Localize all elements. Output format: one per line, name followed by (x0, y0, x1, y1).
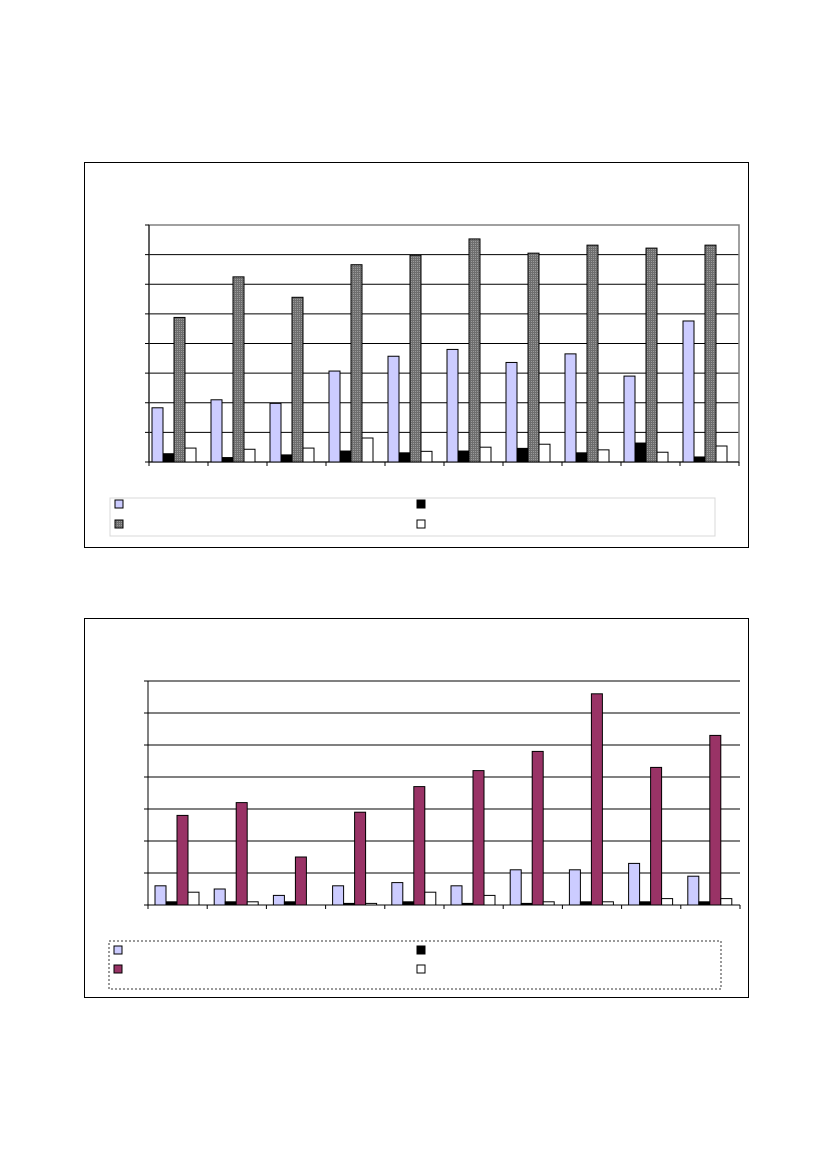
bar-series-2-category-10 (693, 456, 706, 463)
bar-series-4-category-7 (542, 901, 555, 906)
bar-series-4-category-4 (365, 902, 378, 906)
bar-series-4-category-10 (720, 898, 733, 906)
bar-series-3-category-5 (413, 786, 426, 906)
bar-series-2-category-1 (165, 901, 178, 906)
bar-series-2-category-4 (343, 902, 356, 906)
bar-series-2-category-8 (579, 901, 592, 906)
bar-series-1-category-1 (151, 407, 164, 463)
bar-series-3-category-3 (291, 296, 304, 463)
bar-series-4-category-2 (243, 448, 256, 463)
bar-series-1-category-3 (269, 402, 282, 463)
bar-series-1-category-9 (623, 375, 636, 463)
bar-series-3-category-4 (350, 264, 363, 463)
bar-series-1-category-6 (446, 348, 459, 463)
bar-series-1-category-5 (387, 355, 400, 463)
bar-series-2-category-5 (402, 901, 415, 906)
bar-series-3-category-10 (709, 734, 722, 906)
chart-panel-2 (84, 618, 749, 998)
bar-chart-1 (109, 224, 740, 537)
bar-series-1-category-2 (210, 399, 223, 463)
bar-series-4-category-9 (656, 451, 669, 463)
bar-series-1-category-6 (450, 885, 463, 906)
bar-series-3-category-10 (704, 244, 717, 463)
bar-series-2-category-9 (634, 442, 647, 463)
bar-series-4-category-4 (361, 437, 374, 463)
bar-series-3-category-7 (527, 252, 540, 463)
bar-series-1-category-3 (272, 894, 285, 906)
bar-series-1-category-4 (328, 370, 341, 463)
bar-series-4-category-10 (715, 445, 728, 463)
bar-series-2-category-6 (457, 450, 470, 463)
bar-series-2-category-5 (398, 452, 411, 463)
bar-series-3-category-8 (590, 693, 603, 906)
bar-series-1-category-2 (213, 888, 226, 906)
bar-series-4-category-3 (302, 447, 315, 463)
bar-series-2-category-7 (516, 447, 529, 463)
bar-series-4-category-1 (184, 447, 197, 463)
bar-series-2-category-2 (221, 457, 234, 463)
bar-series-3-category-1 (173, 316, 186, 463)
bar-series-4-category-1 (187, 891, 200, 906)
bar-series-2-category-4 (339, 450, 352, 463)
bar-series-3-category-5 (409, 254, 422, 463)
bar-series-3-category-4 (354, 811, 367, 906)
bar-series-2-category-1 (162, 453, 175, 463)
legend-swatch-series-1 (114, 499, 124, 509)
bar-series-2-category-3 (283, 901, 296, 906)
bar-series-3-category-7 (531, 750, 544, 906)
bar-series-1-category-10 (682, 320, 695, 463)
legend-swatch-series-3 (113, 964, 123, 974)
bar-series-3-category-3 (294, 856, 307, 906)
bar-series-2-category-8 (575, 452, 588, 463)
bar-series-4-category-9 (661, 898, 674, 906)
legend-swatch-series-3 (114, 519, 124, 529)
bar-series-3-category-9 (645, 247, 658, 463)
legend-swatch-series-4 (416, 964, 426, 974)
bar-series-1-category-7 (505, 361, 518, 463)
bar-series-3-category-2 (232, 276, 245, 463)
bar-series-4-category-2 (246, 901, 259, 906)
bar-series-4-category-7 (538, 443, 551, 463)
bar-series-4-category-6 (479, 446, 492, 463)
bar-series-1-category-8 (568, 869, 581, 906)
legend-swatch-series-2 (416, 499, 426, 509)
bar-series-2-category-10 (698, 901, 711, 906)
bar-series-1-category-7 (509, 869, 522, 906)
bar-series-1-category-1 (154, 885, 167, 906)
legend-swatch-series-4 (416, 519, 426, 529)
bar-series-4-category-5 (420, 450, 433, 463)
bar-series-1-category-5 (391, 882, 404, 906)
bar-series-1-category-4 (332, 885, 345, 906)
bar-series-2-category-3 (280, 454, 293, 463)
bar-series-2-category-2 (224, 901, 237, 906)
bar-series-3-category-1 (176, 814, 189, 906)
bar-series-3-category-2 (235, 802, 248, 906)
bar-series-1-category-8 (564, 353, 577, 463)
bar-series-3-category-8 (586, 244, 599, 463)
bar-series-4-category-6 (483, 894, 496, 906)
legend-box (108, 940, 722, 990)
bar-series-2-category-7 (520, 902, 533, 906)
bar-series-3-category-6 (468, 238, 481, 463)
legend-box (109, 497, 716, 537)
legend-swatch-series-2 (416, 945, 426, 955)
bar-series-4-category-8 (597, 449, 610, 463)
bar-series-3-category-6 (472, 770, 485, 906)
bar-series-1-category-9 (628, 862, 641, 906)
bar-series-3-category-9 (650, 766, 663, 906)
bar-series-1-category-10 (687, 875, 700, 906)
bar-chart-2 (108, 680, 741, 990)
bar-series-4-category-5 (424, 891, 437, 906)
bar-series-4-category-8 (601, 901, 614, 906)
chart-panel-1 (84, 162, 749, 548)
bar-series-2-category-9 (639, 901, 652, 906)
bar-series-2-category-6 (461, 902, 474, 906)
legend-swatch-series-1 (113, 945, 123, 955)
